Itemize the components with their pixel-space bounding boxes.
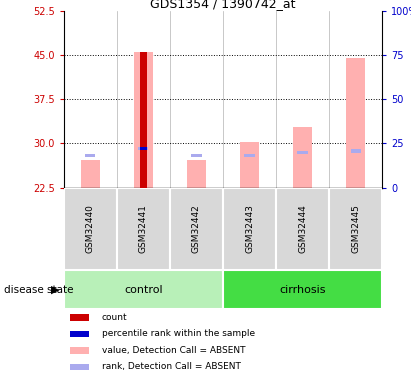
Bar [85, 154, 95, 157]
Bar [245, 154, 255, 157]
Text: ▶: ▶ [51, 285, 60, 295]
Bar [298, 151, 308, 154]
Bar [70, 331, 89, 337]
Bar [223, 270, 382, 309]
Text: GSM32442: GSM32442 [192, 204, 201, 253]
Bar [70, 363, 89, 370]
Bar [134, 53, 152, 188]
Bar [276, 188, 329, 270]
Text: disease state: disease state [4, 285, 74, 295]
Bar [191, 154, 201, 157]
Text: cirrhosis: cirrhosis [279, 285, 326, 295]
Bar [170, 188, 223, 270]
Text: GSM32443: GSM32443 [245, 204, 254, 253]
Bar [346, 58, 365, 188]
Bar [64, 270, 223, 309]
Bar [117, 188, 170, 270]
Text: value, Detection Call = ABSENT: value, Detection Call = ABSENT [102, 346, 245, 355]
Bar [351, 150, 361, 153]
Bar [138, 147, 148, 150]
Bar [64, 188, 117, 270]
Bar [293, 127, 312, 188]
Text: control: control [124, 285, 163, 295]
Text: GSM32444: GSM32444 [298, 204, 307, 253]
Text: rank, Detection Call = ABSENT: rank, Detection Call = ABSENT [102, 362, 241, 371]
Text: count: count [102, 313, 127, 322]
Bar [240, 142, 259, 188]
Text: GSM32441: GSM32441 [139, 204, 148, 253]
Text: percentile rank within the sample: percentile rank within the sample [102, 330, 255, 339]
Title: GDS1354 / 1390742_at: GDS1354 / 1390742_at [150, 0, 296, 10]
Text: GSM32440: GSM32440 [86, 204, 95, 253]
Bar [329, 188, 382, 270]
Bar [70, 314, 89, 321]
Bar [70, 347, 89, 354]
Bar [81, 160, 99, 188]
Bar [223, 188, 276, 270]
Text: GSM32445: GSM32445 [351, 204, 360, 253]
Bar [187, 160, 206, 188]
Bar [140, 53, 147, 188]
Bar [140, 147, 147, 150]
